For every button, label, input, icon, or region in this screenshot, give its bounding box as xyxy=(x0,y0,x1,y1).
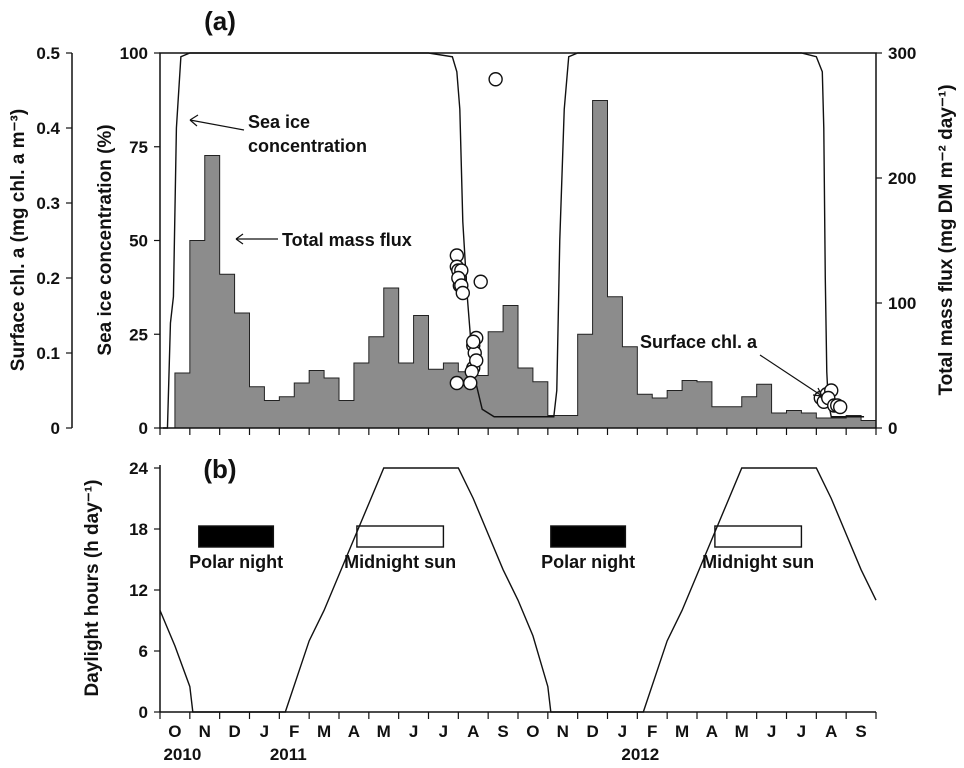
surface-chl-axis-label: Surface chl. a (mg chl. a m⁻³) xyxy=(8,109,29,371)
annotation-sea-ice-line2: concentration xyxy=(248,136,367,156)
panel-a: (a) 0 0.1 0.2 0.3 0.4 0.5 Surface chl. a (mg … xyxy=(8,6,957,438)
month-label: J xyxy=(260,722,269,741)
period-box-label: Polar night xyxy=(541,552,635,572)
surface-chl-points xyxy=(449,72,848,415)
panel-a-label: (a) xyxy=(204,6,236,36)
month-label: N xyxy=(557,722,569,741)
daylight-hours-line xyxy=(159,467,877,713)
annotation-total-mass-flux: Total mass flux xyxy=(282,230,412,250)
chl-point xyxy=(463,375,478,391)
sea-ice-tick-label: 100 xyxy=(120,44,148,63)
daylight-tick-label: 18 xyxy=(129,520,148,539)
month-label: S xyxy=(497,722,508,741)
annotation-sea-ice-arrow xyxy=(189,119,245,131)
month-label: D xyxy=(228,722,240,741)
surface-chl-tick-label: 0.1 xyxy=(36,344,60,363)
month-label: A xyxy=(467,722,479,741)
sea-ice-tick-label: 75 xyxy=(129,138,148,157)
surface-chl-ticks: 0 0.1 0.2 0.3 0.4 0.5 xyxy=(36,44,72,438)
month-label: M xyxy=(675,722,689,741)
year-label: 2012 xyxy=(621,745,659,764)
sea-ice-tick-label: 25 xyxy=(129,325,148,344)
surface-chl-tick-label: 0 xyxy=(51,419,60,438)
chl-point xyxy=(449,375,465,391)
annotation-surface-chl: Surface chl. a xyxy=(640,332,758,352)
year-label: 2011 xyxy=(270,745,307,764)
month-label: J xyxy=(439,722,448,741)
period-box xyxy=(550,525,627,548)
period-box xyxy=(198,525,275,548)
mass-flux-ticks: 0 100 200 300 xyxy=(876,44,916,438)
month-label: D xyxy=(586,722,598,741)
month-label: F xyxy=(289,722,299,741)
year-label: 2010 xyxy=(163,745,201,764)
chl-point xyxy=(488,72,503,87)
sea-ice-axis-label: Sea ice concentration (%) xyxy=(95,124,116,355)
daylight-tick-label: 12 xyxy=(129,581,148,600)
chl-point xyxy=(455,285,471,301)
panel-b: (b) 0 6 12 18 24 Daylight hours (h day⁻¹) Po… xyxy=(82,454,877,764)
daylight-tick-label: 6 xyxy=(139,642,148,661)
panel-a-x-ticks xyxy=(159,428,877,435)
mass-flux-tick-label: 200 xyxy=(888,169,916,188)
chl-point xyxy=(466,334,481,349)
month-label: J xyxy=(767,722,776,741)
month-label: A xyxy=(825,722,837,741)
chl-point xyxy=(833,399,848,415)
panel-b-label: (b) xyxy=(203,454,236,484)
panel-b-x-ticks xyxy=(159,712,877,719)
period-box xyxy=(714,525,803,548)
surface-chl-tick-label: 0.3 xyxy=(36,194,60,213)
month-label: M xyxy=(317,722,331,741)
month-label: O xyxy=(168,722,181,741)
sea-ice-tick-label: 50 xyxy=(129,232,148,251)
mass-flux-tick-label: 100 xyxy=(888,294,916,313)
period-box-label: Midnight sun xyxy=(702,552,814,572)
daylight-polyline xyxy=(159,467,877,713)
month-label: A xyxy=(706,722,718,741)
flux-area xyxy=(174,100,877,429)
mass-flux-tick-label: 0 xyxy=(888,419,897,438)
month-label: O xyxy=(526,722,539,741)
mass-flux-axis-label: Total mass flux (mg DM m⁻² day⁻¹) xyxy=(936,84,957,395)
month-label: M xyxy=(377,722,391,741)
annotation-sea-ice-arrowhead xyxy=(189,114,199,127)
annotation-chl-arrowhead xyxy=(812,387,823,397)
annotation-sea-ice-line1: Sea ice xyxy=(248,112,310,132)
daylight-axis-label: Daylight hours (h day⁻¹) xyxy=(82,480,103,697)
year-labels: 2010 2011 2012 xyxy=(163,745,659,764)
month-label: J xyxy=(797,722,806,741)
daylight-tick-label: 0 xyxy=(139,703,148,722)
sea-ice-ticks: 0 25 50 75 100 xyxy=(120,44,160,438)
month-label: A xyxy=(348,722,360,741)
chl-point xyxy=(473,274,488,289)
month-label: N xyxy=(199,722,211,741)
mass-flux-tick-label: 300 xyxy=(888,44,916,63)
month-label: J xyxy=(409,722,418,741)
daylight-ticks: 0 6 12 18 24 xyxy=(129,459,160,722)
period-box-label: Midnight sun xyxy=(344,552,456,572)
total-mass-flux-bars xyxy=(174,100,877,429)
surface-chl-tick-label: 0.2 xyxy=(36,269,60,288)
surface-chl-tick-label: 0.5 xyxy=(36,44,60,63)
month-label: F xyxy=(647,722,657,741)
month-label: M xyxy=(735,722,749,741)
annotation-flux-arrowhead xyxy=(235,233,244,245)
surface-chl-tick-label: 0.4 xyxy=(36,119,60,138)
month-label: J xyxy=(618,722,627,741)
period-box-label: Polar night xyxy=(189,552,283,572)
annotation-chl-arrow xyxy=(759,354,823,397)
daylight-tick-label: 24 xyxy=(129,459,148,478)
polar-period-boxes: Polar night Midnight sun Polar night Midnig… xyxy=(189,525,814,572)
period-box xyxy=(356,525,445,548)
month-label: S xyxy=(855,722,866,741)
sea-ice-tick-label: 0 xyxy=(139,419,148,438)
